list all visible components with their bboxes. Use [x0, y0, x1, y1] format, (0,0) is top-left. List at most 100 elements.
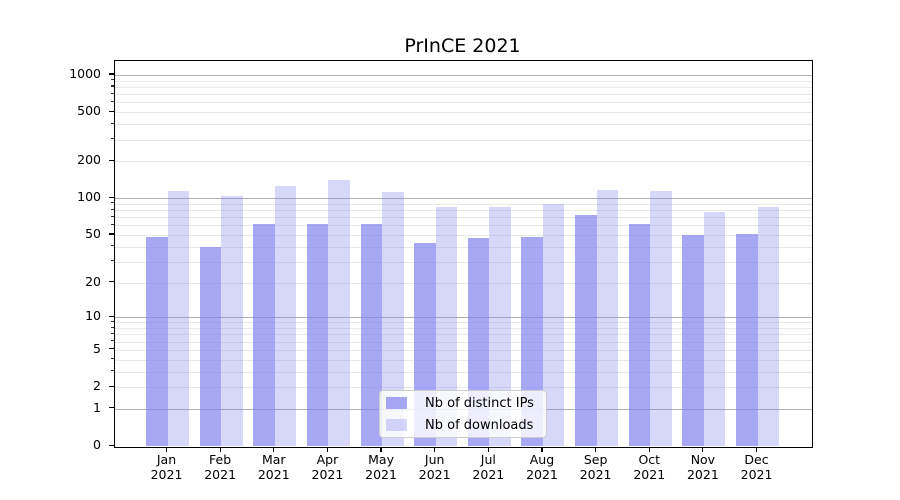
y-tick-label: 10 [85, 308, 101, 324]
y-minor-tick-mark [111, 100, 114, 103]
minor-gridline [115, 210, 812, 212]
x-tick-mark [487, 447, 489, 452]
minor-gridline [115, 371, 812, 373]
x-label-year: 2021 [633, 467, 666, 482]
x-tick-label: Oct 2021 [621, 452, 677, 482]
y-minor-tick-mark [111, 358, 114, 360]
x-label-month: May [368, 452, 394, 467]
bar-downloads [221, 196, 243, 446]
plot-area: Nb of distinct IPs Nb of downloads [114, 60, 813, 448]
x-label-year: 2021 [418, 467, 451, 482]
bar-downloads [435, 206, 458, 446]
y-minor-tick-mark [111, 370, 114, 372]
y-minor-tick-mark [111, 92, 114, 94]
x-tick-mark [648, 447, 650, 452]
legend-label-distinct-ips: Nb of distinct IPs [425, 395, 534, 411]
y-tick-label: 2 [93, 378, 101, 393]
x-label-year: 2021 [257, 467, 290, 482]
bar-distinct-ips [682, 234, 704, 446]
y-tick-mark [108, 281, 114, 283]
x-tick-mark [326, 447, 328, 452]
legend-item-downloads: Nb of downloads [386, 417, 538, 434]
x-label-month: Aug [529, 452, 555, 467]
bar-downloads [757, 207, 780, 446]
y-tick-label: 1 [93, 399, 101, 415]
minor-gridline [115, 217, 812, 219]
x-label-year: 2021 [204, 467, 237, 482]
minor-gridline [115, 161, 812, 163]
y-minor-tick-mark [111, 260, 114, 262]
x-label-year: 2021 [526, 467, 558, 482]
minor-gridline [115, 261, 812, 263]
bar-downloads [650, 190, 672, 446]
y-minor-tick-mark [111, 79, 114, 81]
y-tick-mark [108, 315, 114, 317]
x-tick-mark [273, 447, 275, 452]
minor-gridline [115, 328, 812, 329]
minor-gridline [115, 124, 812, 126]
y-tick-mark [108, 233, 114, 235]
bar-downloads [382, 192, 404, 446]
legend-swatch-distinct-ips [386, 397, 407, 409]
x-tick-mark [541, 447, 543, 452]
x-tick-mark [595, 447, 597, 452]
x-tick-label: Jun 2021 [407, 452, 463, 482]
x-tick-label: Aug 2021 [514, 452, 570, 482]
y-tick-label: 50 [85, 225, 101, 241]
y-tick-label: 100 [77, 189, 101, 205]
x-label-month: Jul [480, 452, 496, 467]
x-label-month: Oct [638, 452, 661, 467]
minor-gridline [115, 359, 812, 361]
x-tick-label: Apr 2021 [299, 452, 355, 482]
x-tick-label: Jan 2021 [139, 452, 195, 482]
y-tick-label: 200 [77, 152, 101, 168]
y-minor-tick-mark [111, 202, 114, 204]
y-minor-tick-mark [111, 332, 114, 335]
chart-title: PrInCE 2021 [404, 35, 521, 57]
y-minor-tick-mark [111, 138, 114, 140]
x-label-year: 2021 [150, 467, 183, 482]
y-minor-tick-mark [111, 85, 114, 87]
bar-downloads [596, 189, 619, 446]
x-label-month: Apr [316, 452, 339, 467]
legend-item-distinct-ips: Nb of distinct IPs [386, 395, 538, 412]
minor-gridline [115, 102, 812, 104]
minor-gridline [115, 203, 812, 205]
y-minor-tick-mark [111, 245, 114, 247]
x-tick-mark [702, 447, 704, 452]
x-tick-label: Sep 2021 [568, 452, 624, 482]
minor-gridline [115, 334, 812, 336]
y-minor-tick-mark [111, 340, 114, 342]
major-gridline [115, 317, 812, 319]
legend-label-downloads: Nb of downloads [425, 417, 534, 433]
bar-distinct-ips [306, 223, 329, 446]
minor-gridline [115, 112, 812, 114]
y-tick-label: 5 [93, 340, 101, 356]
x-tick-mark [380, 447, 382, 452]
minor-gridline [115, 86, 812, 88]
x-label-month: Feb [209, 452, 232, 467]
x-tick-label: Nov 2021 [675, 452, 731, 482]
bar-downloads [328, 180, 350, 446]
bar-distinct-ips [575, 214, 597, 446]
bar-distinct-ips [360, 224, 383, 446]
x-label-year: 2021 [686, 467, 719, 482]
y-tick-label: 0 [93, 437, 101, 452]
bar-downloads [167, 190, 189, 446]
minor-gridline [115, 349, 812, 351]
y-tick-label: 20 [85, 273, 101, 289]
x-label-month: Jan [156, 452, 177, 467]
y-minor-tick-mark [111, 223, 114, 225]
y-minor-tick-mark [111, 208, 114, 210]
x-label-year: 2021 [472, 467, 505, 482]
x-tick-label: Dec 2021 [729, 452, 785, 482]
bar-distinct-ips [628, 224, 651, 446]
minor-gridline [115, 341, 812, 343]
bar-distinct-ips [736, 233, 758, 446]
minor-gridline [115, 225, 812, 227]
minor-gridline [115, 322, 812, 324]
x-label-year: 2021 [365, 467, 397, 482]
x-tick-mark [219, 447, 221, 452]
y-minor-tick-mark [111, 122, 114, 124]
